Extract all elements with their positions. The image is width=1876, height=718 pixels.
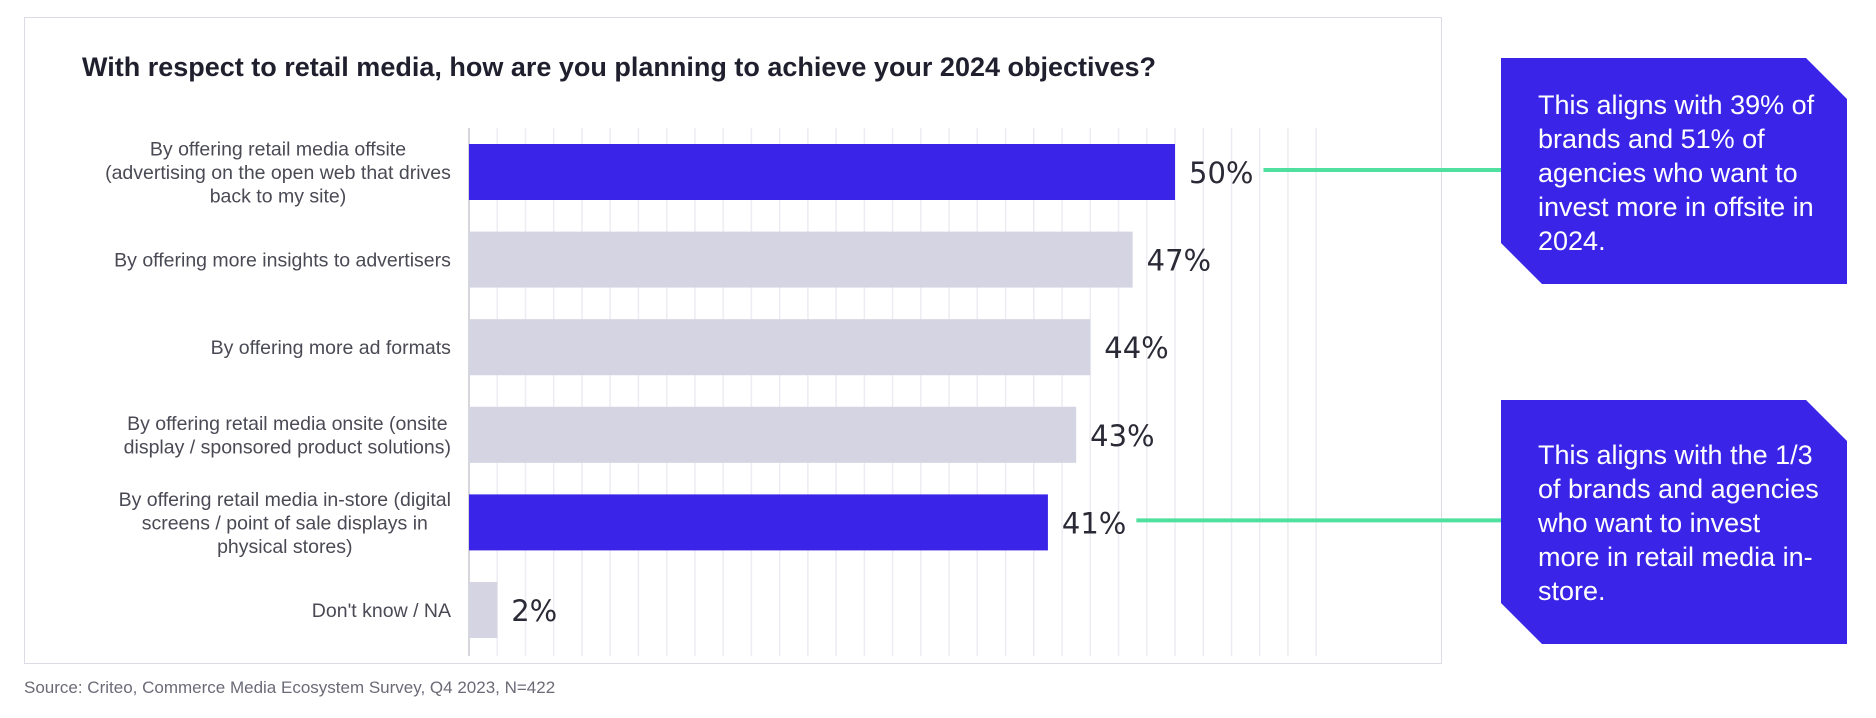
value-label: 2%	[511, 594, 557, 628]
source-note: Source: Criteo, Commerce Media Ecosystem…	[24, 678, 556, 697]
value-label: 41%	[1062, 506, 1126, 540]
category-labels: By offering retail media offsite (adverti…	[105, 139, 451, 623]
category-label-line: display / sponsored product solutions)	[124, 437, 451, 459]
category-label: By offering more insights to advertisers	[114, 250, 451, 272]
category-label-line: By offering more ad formats	[211, 337, 451, 359]
callout-offsite: This aligns with 39% of brands and 51% o…	[1501, 58, 1847, 284]
category-label-line: screens / point of sale displays in	[142, 512, 428, 534]
category-label: Don't know / NA	[312, 600, 451, 622]
bar	[469, 144, 1175, 200]
callout-in-store: This aligns with the 1/3 of brands and a…	[1501, 400, 1847, 644]
callout-in-store-text: This aligns with the 1/3 of brands and a…	[1538, 440, 1819, 606]
bar	[469, 494, 1048, 551]
bars	[469, 144, 1175, 638]
bar	[469, 231, 1133, 288]
bar	[469, 406, 1077, 463]
category-label: By offering retail media in-store (digit…	[119, 489, 451, 558]
category-label-line: (advertising on the open web that drives	[105, 162, 451, 184]
value-label: 43%	[1090, 419, 1154, 453]
callout-offsite-text: This aligns with 39% of brands and 51% o…	[1538, 90, 1815, 256]
value-label: 44%	[1104, 331, 1168, 365]
category-label: By offering retail media offsite (adverti…	[105, 139, 451, 208]
value-label: 47%	[1147, 244, 1211, 278]
category-label-line: By offering retail media onsite (onsite	[127, 413, 447, 435]
chart-title: With respect to retail media, how are yo…	[82, 52, 1157, 82]
category-label-line: By offering retail media in-store (digit…	[119, 489, 451, 511]
category-label-line: By offering more insights to advertisers	[114, 250, 451, 272]
value-labels: 50% 47% 44% 43% 41% 2%	[511, 156, 1253, 628]
category-label-line: back to my site)	[210, 186, 347, 208]
bar	[469, 582, 498, 638]
callout-connectors	[1136, 168, 1501, 523]
category-label-line: Don't know / NA	[312, 600, 451, 622]
category-label-line: physical stores)	[217, 536, 352, 558]
value-label: 50%	[1189, 156, 1253, 190]
category-label-line: By offering retail media offsite	[150, 139, 406, 161]
category-label: By offering more ad formats	[211, 337, 451, 359]
bar	[469, 319, 1091, 376]
grid-lines	[496, 128, 1317, 656]
category-label: By offering retail media onsite (onsite d…	[124, 413, 451, 459]
